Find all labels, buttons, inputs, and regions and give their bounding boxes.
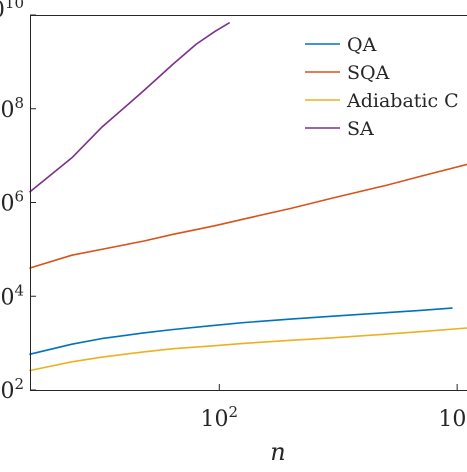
y-tick-label-2-base: 10 [0,192,14,217]
y-tick-label-2-exponent: 6 [14,188,24,206]
y-tick-label-0-base: 10 [0,379,14,404]
legend-label-3: SA [347,118,374,140]
legend-label-0: QA [347,34,377,56]
y-tick-label-4-base: 10 [0,0,5,23]
series-line-3 [29,22,230,193]
y-tick-label-4-exponent: 10 [5,0,24,12]
x-tick-label-1-base: 10 [438,407,466,432]
y-tick-label-1-exponent: 4 [14,281,24,299]
y-tick-label-1: 104 [0,281,24,310]
x-tick-label-0-base: 10 [201,407,229,432]
y-tick-label-1-base: 10 [0,285,14,310]
x-tick-label-1: 103 [438,403,467,432]
series-line-2 [29,327,467,372]
legend-label-2: Adiabatic C [346,90,459,112]
legend: QA SQA Adiabatic C SA [298,28,467,146]
series-line-1 [29,163,467,269]
x-tick-label-0: 102 [201,403,239,432]
y-tick-label-2: 106 [0,188,24,217]
y-tick-label-3: 108 [0,94,24,123]
tick-layer: 1021041061081010102103 [0,0,467,432]
y-tick-label-3-exponent: 8 [14,94,24,112]
x-tick-label-0-exponent: 2 [229,403,239,421]
legend-label-1: SQA [347,62,390,84]
y-tick-label-0: 102 [0,375,24,404]
y-tick-label-3-base: 10 [0,98,14,123]
x-axis-label: n [270,438,285,466]
y-tick-label-0-exponent: 2 [14,375,24,393]
series-line-0 [29,307,453,356]
series-layer [29,22,467,372]
legend-box [298,28,467,146]
